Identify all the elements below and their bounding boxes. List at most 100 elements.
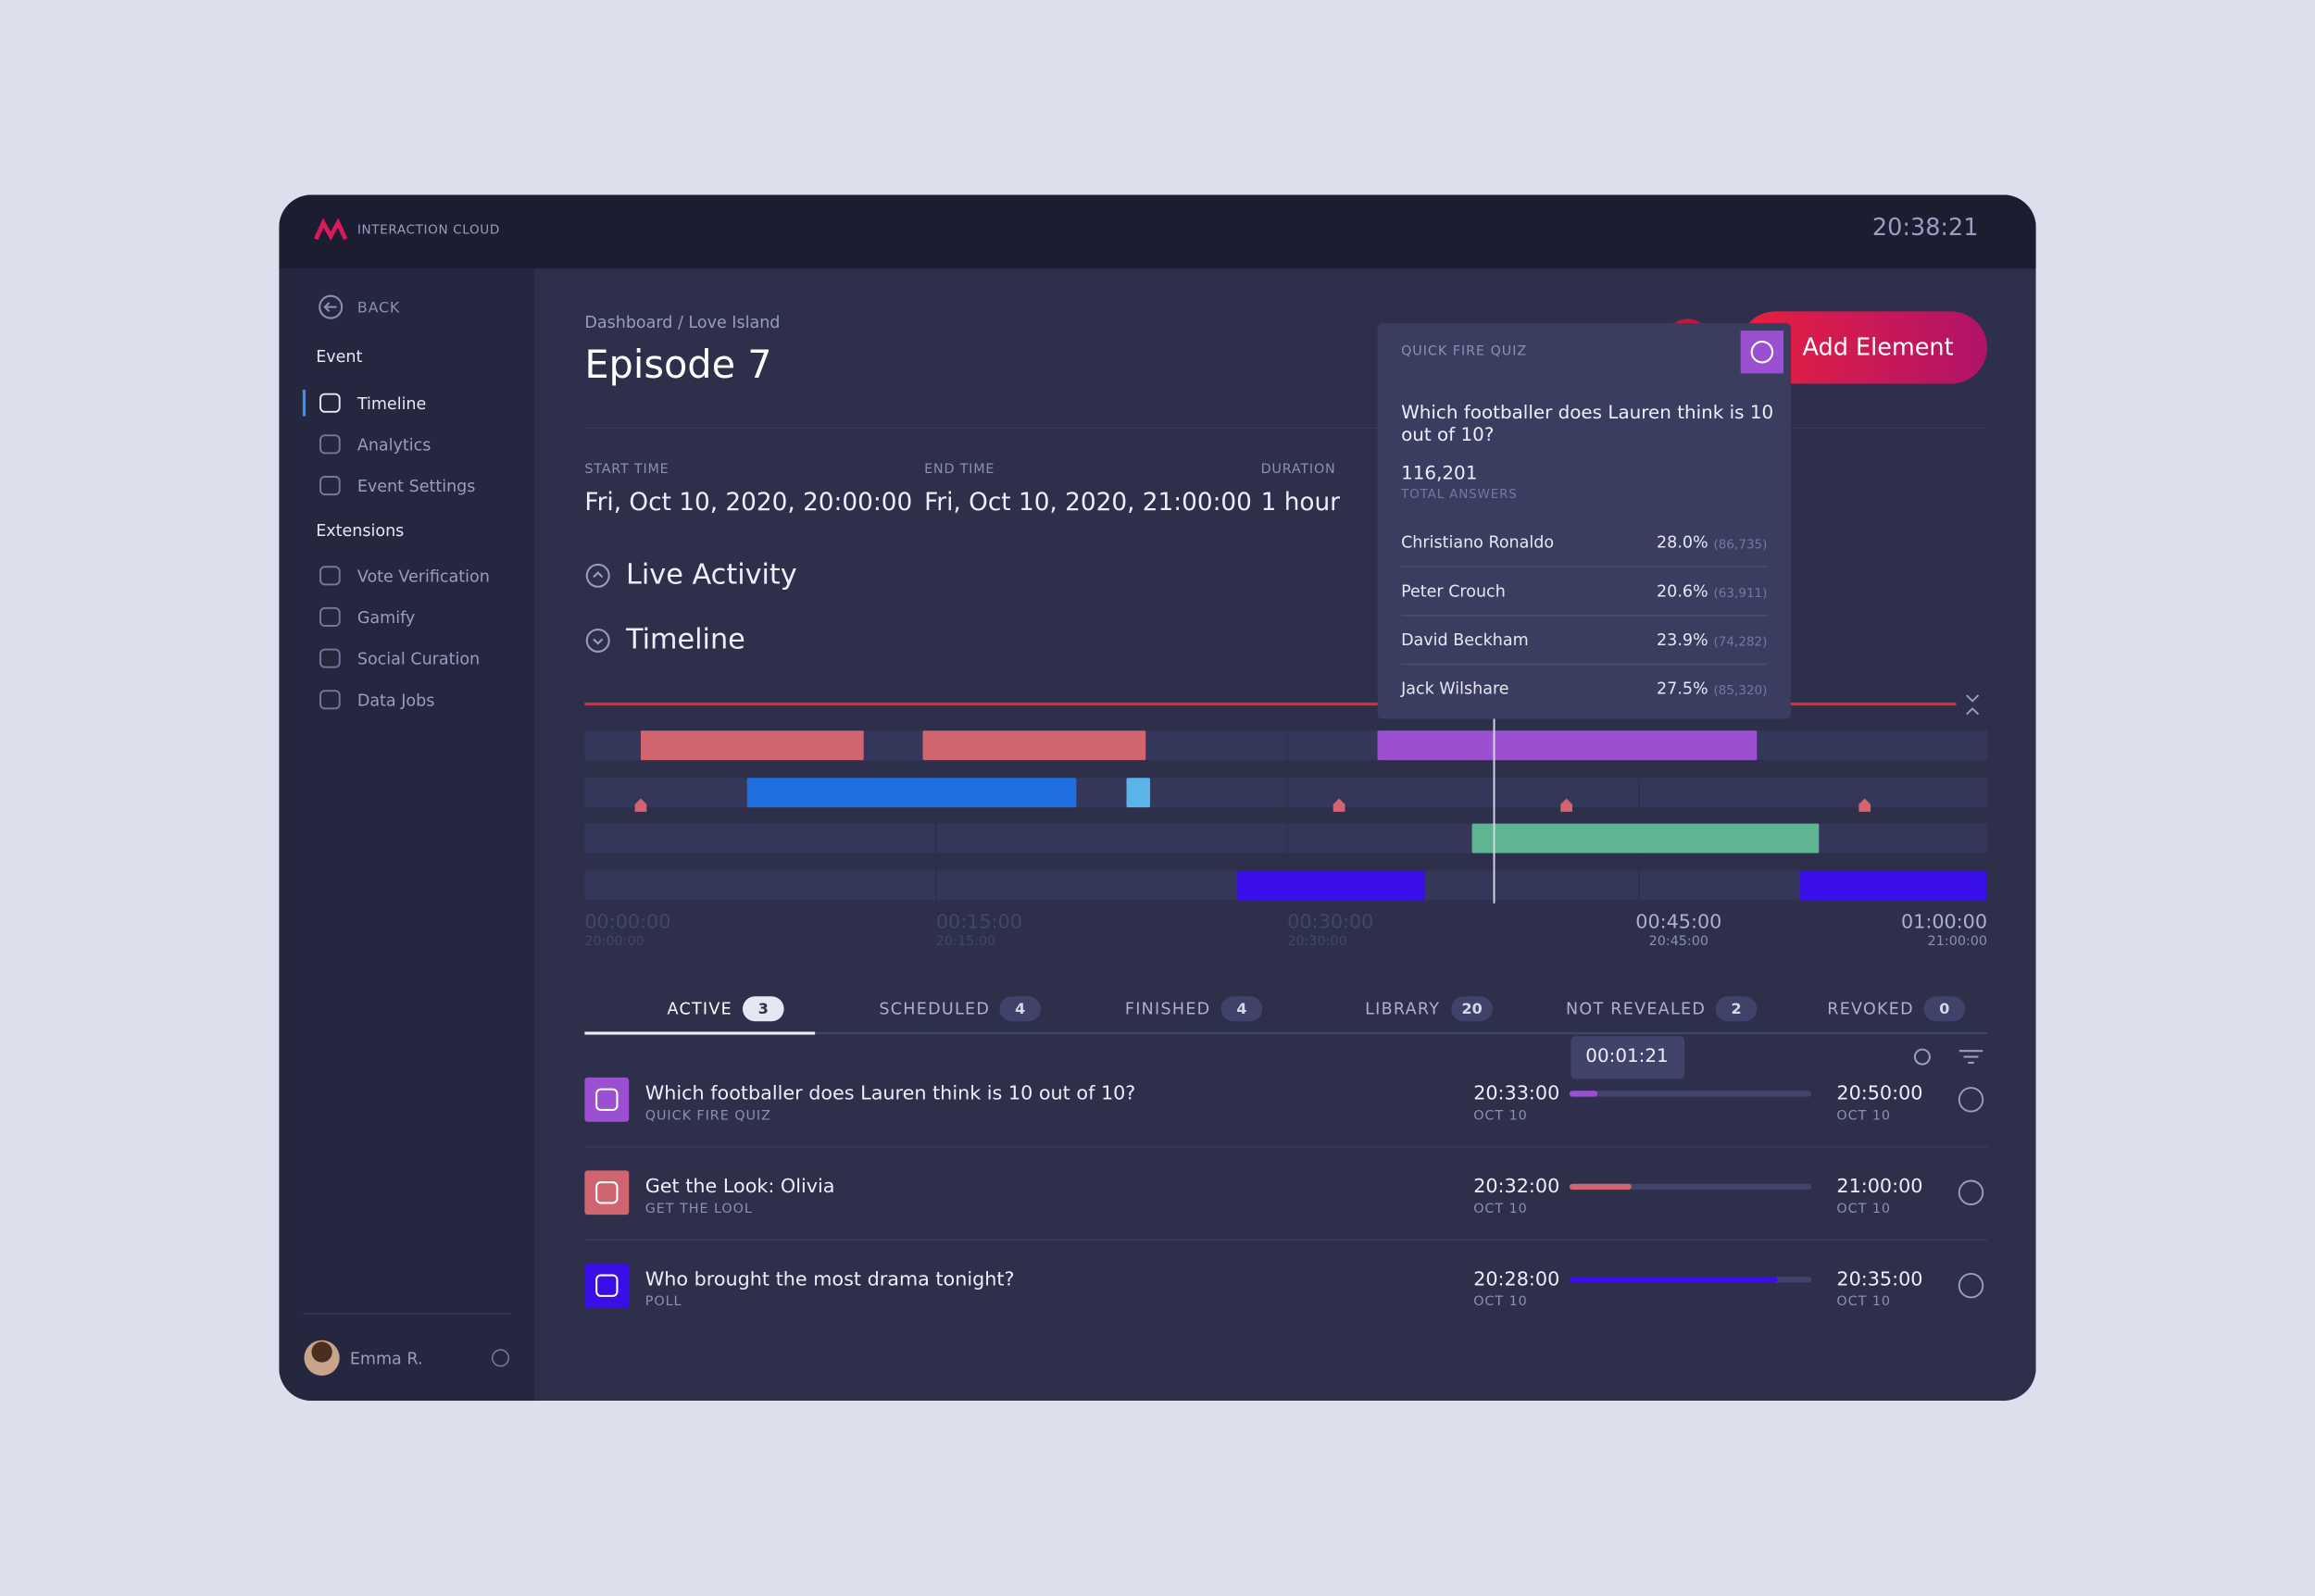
item-title[interactable]: Which footballer does Lauren think is 10… bbox=[645, 1081, 1136, 1103]
answer-pct: 23.9% bbox=[1657, 631, 1708, 650]
item-icon bbox=[584, 1170, 630, 1216]
meta-label: START TIME bbox=[584, 462, 669, 477]
sidebar-bg bbox=[279, 268, 535, 1402]
answer-count: (85,320) bbox=[1713, 683, 1767, 698]
timeline-bar[interactable] bbox=[746, 778, 1077, 808]
user-name: Emma R. bbox=[350, 1350, 423, 1368]
timeline-tick-clock: 21:00:00 bbox=[1928, 934, 1987, 949]
user-menu[interactable] bbox=[491, 1349, 510, 1367]
section-toggle[interactable] bbox=[585, 563, 610, 588]
item-more[interactable] bbox=[1958, 1179, 1984, 1205]
tab-label[interactable]: NOT REVEALED bbox=[1566, 1001, 1706, 1019]
tab-count: 3 bbox=[758, 1000, 769, 1017]
item-start-date: OCT 10 bbox=[1473, 1202, 1528, 1216]
item-title[interactable]: Who brought the most drama tonight? bbox=[645, 1267, 1015, 1290]
timeline-tick: 00:00:00 bbox=[584, 910, 670, 932]
timeline-marker bbox=[1560, 798, 1573, 812]
timeline-bar[interactable] bbox=[1471, 823, 1820, 854]
popup-question: out of 10? bbox=[1401, 424, 1494, 445]
timeline-bar[interactable] bbox=[1377, 730, 1758, 761]
top-bar bbox=[279, 194, 2036, 269]
sidebar-section: Event bbox=[316, 348, 362, 367]
item-end-date: OCT 10 bbox=[1836, 1202, 1891, 1216]
section-toggle[interactable] bbox=[585, 628, 610, 653]
timeline-bar[interactable] bbox=[1237, 870, 1425, 901]
add-button-label[interactable]: Add Element bbox=[1803, 333, 1954, 361]
tab-count-pill bbox=[1451, 996, 1493, 1022]
popup-total: 116,201 bbox=[1401, 462, 1477, 483]
section-title: Timeline bbox=[625, 623, 745, 655]
sidebar-section: Extensions bbox=[316, 522, 404, 541]
nav-item[interactable]: Event Settings bbox=[357, 478, 476, 496]
nav-item[interactable]: Data Jobs bbox=[357, 692, 435, 710]
answer-name: Christiano Ronaldo bbox=[1401, 534, 1554, 553]
nav-item[interactable]: Timeline bbox=[357, 395, 426, 414]
answer-count: (63,911) bbox=[1713, 586, 1767, 601]
meta-value: Fri, Oct 10, 2020, 21:00:00 bbox=[924, 489, 1252, 517]
item-more[interactable] bbox=[1958, 1087, 1984, 1113]
item-type: QUICK FIRE QUIZ bbox=[645, 1108, 771, 1123]
answer-pct: 28.0% bbox=[1657, 534, 1708, 553]
item-start: 20:28:00 bbox=[1473, 1267, 1559, 1290]
item-icon bbox=[584, 1263, 630, 1308]
item-title[interactable]: Get the Look: Olivia bbox=[645, 1175, 835, 1197]
nav-icon bbox=[319, 566, 341, 586]
answer-name: Jack Wilshare bbox=[1400, 680, 1508, 699]
item-start-date: OCT 10 bbox=[1473, 1294, 1528, 1309]
tab-count: 4 bbox=[1015, 1000, 1025, 1017]
popup bbox=[1377, 323, 1791, 719]
timeline-bar[interactable] bbox=[1126, 778, 1151, 808]
nav-item[interactable]: Analytics bbox=[357, 437, 432, 455]
item-end: 20:50:00 bbox=[1836, 1081, 1922, 1103]
tab-label[interactable]: FINISHED bbox=[1125, 1001, 1211, 1019]
tab-label[interactable]: REVOKED bbox=[1827, 1001, 1914, 1019]
add-button[interactable] bbox=[1739, 311, 1988, 384]
section-chevron bbox=[593, 638, 604, 645]
item-icon-glyph bbox=[595, 1181, 619, 1204]
nav-item[interactable]: Gamify bbox=[357, 609, 415, 628]
nav-icon bbox=[319, 476, 341, 496]
meta-value: Fri, Oct 10, 2020, 20:00:00 bbox=[584, 489, 912, 517]
tab-count: 20 bbox=[1462, 1000, 1483, 1017]
tab-count: 0 bbox=[1939, 1000, 1949, 1017]
progress-fill bbox=[1569, 1091, 1598, 1097]
active-indicator bbox=[302, 389, 307, 417]
popup-total-label: TOTAL ANSWERS bbox=[1400, 487, 1518, 502]
nav-icon bbox=[319, 648, 341, 668]
timeline-marker bbox=[1858, 798, 1871, 812]
tab-count: 4 bbox=[1236, 1000, 1246, 1017]
timeline-bar[interactable] bbox=[640, 730, 864, 761]
item-more[interactable] bbox=[1958, 1272, 1984, 1299]
item-type: POLL bbox=[645, 1294, 682, 1309]
nav-icon bbox=[319, 393, 341, 413]
timeline-bar[interactable] bbox=[1799, 870, 1988, 901]
item-end: 20:35:00 bbox=[1836, 1267, 1922, 1290]
answer-count: (74,282) bbox=[1713, 635, 1767, 650]
back-icon bbox=[319, 294, 344, 319]
nav-item[interactable]: Vote Verification bbox=[357, 567, 490, 586]
timeline-bar[interactable] bbox=[922, 730, 1146, 761]
timeline-tick-clock: 20:15:00 bbox=[936, 934, 995, 949]
search-icon[interactable] bbox=[1913, 1048, 1931, 1066]
tab-label[interactable]: LIBRARY bbox=[1365, 1001, 1440, 1019]
progress-fill bbox=[1569, 1277, 1778, 1283]
tab-count-pill bbox=[1923, 996, 1966, 1022]
tab-label[interactable]: SCHEDULED bbox=[879, 1001, 990, 1019]
section-title: Live Activity bbox=[626, 558, 797, 591]
popup-question: Which footballer does Lauren think is 10 bbox=[1401, 402, 1773, 423]
tab-count-pill bbox=[1220, 996, 1263, 1022]
filter-icon[interactable] bbox=[1958, 1050, 1983, 1064]
meta-value: 1 hour bbox=[1261, 489, 1341, 517]
collapse-icon[interactable] bbox=[1966, 694, 1980, 716]
item-start: 20:32:00 bbox=[1473, 1175, 1559, 1197]
nav-item[interactable]: Social Curation bbox=[357, 651, 480, 669]
item-icon bbox=[584, 1077, 630, 1122]
back-link[interactable]: BACK bbox=[357, 299, 400, 317]
item-icon-glyph bbox=[595, 1274, 619, 1297]
tab-label[interactable]: ACTIVE bbox=[668, 1001, 732, 1019]
item-type: GET THE LOOL bbox=[645, 1202, 753, 1216]
meta-label: END TIME bbox=[924, 462, 995, 477]
item-start-date: OCT 10 bbox=[1473, 1108, 1528, 1123]
tab-count-pill bbox=[742, 996, 784, 1022]
